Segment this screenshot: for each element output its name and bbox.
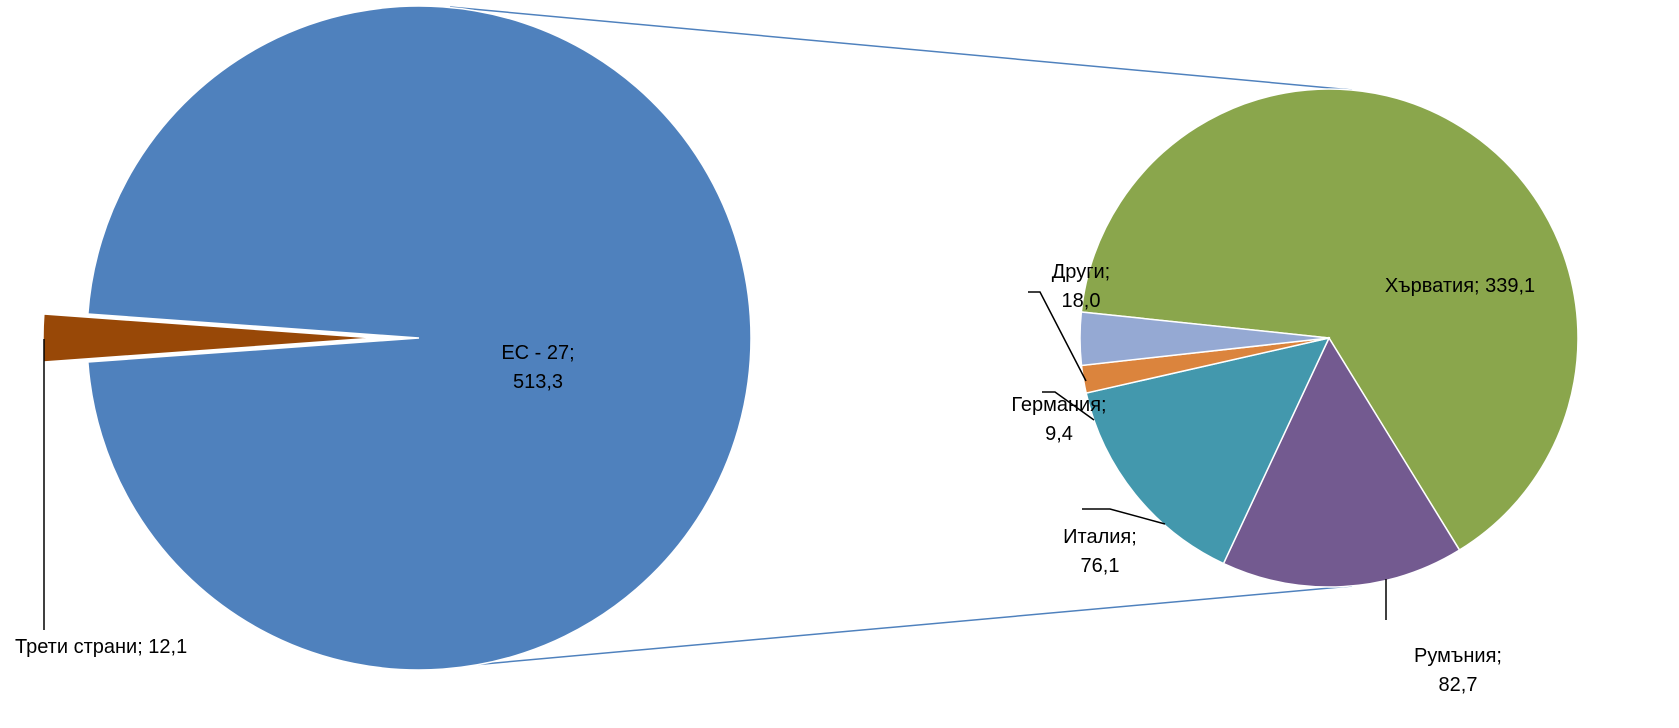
label-croatia: Хърватия; 339,1	[1385, 275, 1535, 297]
label-romania-value: 82,7	[1439, 674, 1478, 696]
label-eu-name: ЕС - 27;	[501, 342, 574, 364]
main-pie	[42, 5, 752, 671]
slice-italy	[1085, 336, 1331, 565]
leader-lines	[43, 291, 1387, 630]
connector-line-top	[449, 6, 1353, 91]
label-eu-value: 513,3	[513, 371, 563, 393]
label-italy-value: 76,1	[1081, 555, 1120, 577]
label-italy-name: Италия;	[1063, 526, 1137, 548]
label-third-countries: Трети страни; 12,1	[15, 636, 187, 658]
slice-croatia	[1080, 88, 1579, 552]
leader-italy	[1082, 508, 1166, 525]
label-germany-name: Германия;	[1011, 394, 1106, 416]
label-others-name: Други;	[1052, 261, 1110, 283]
label-romania-name: Румъния;	[1414, 645, 1502, 667]
label-germany-value: 9,4	[1045, 423, 1073, 445]
slice-others	[1079, 311, 1330, 367]
secondary-pie	[1079, 88, 1579, 588]
label-others-value: 18,0	[1062, 290, 1101, 312]
leader-germany	[1042, 391, 1095, 421]
slice-romania	[1222, 336, 1461, 588]
leader-others	[1028, 291, 1087, 382]
connector-line-bottom	[449, 585, 1353, 668]
connector-lines	[449, 6, 1353, 668]
slice-eu-27	[87, 5, 752, 671]
